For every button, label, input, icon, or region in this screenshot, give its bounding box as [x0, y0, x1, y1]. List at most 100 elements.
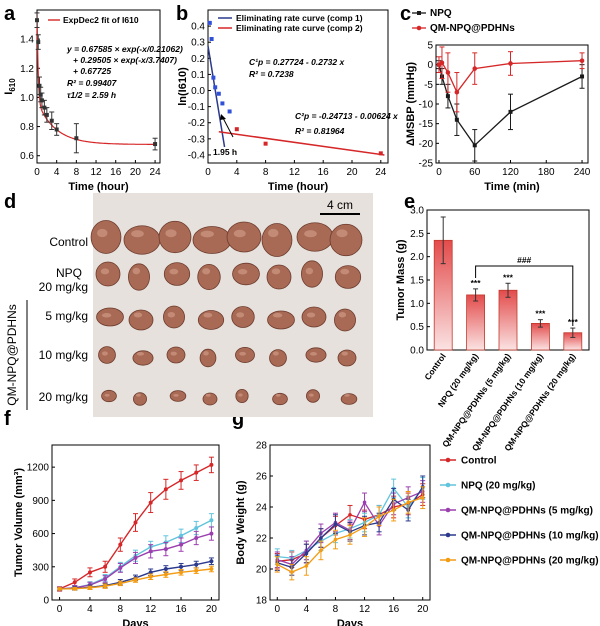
panel-a-eq-line1: y = 0.67585 × exp(-x/0.21062)	[66, 44, 183, 54]
panel-d-row-label-npq: NPQ	[56, 266, 82, 280]
panel-b-point	[227, 109, 232, 114]
panel-e-axes: 0.0 0.5 1.0 1.5 2.0 2.5 3.0 Tumor Mass (g) Contr…	[395, 206, 590, 453]
panel-b-xtick-label: 16	[318, 167, 330, 178]
panel-g-point	[319, 536, 323, 540]
panel-d-row-label-control: Control	[49, 235, 88, 249]
tumor-highlight	[200, 230, 214, 238]
tumor-highlight	[136, 352, 145, 356]
panel-a-point	[35, 18, 39, 23]
tumor-sample	[232, 262, 260, 286]
tumor-sample	[96, 307, 124, 327]
panel-f-point	[194, 536, 199, 540]
panel-b-point	[211, 75, 216, 80]
tumor-sample	[128, 263, 150, 291]
panel-e-bracket	[475, 265, 574, 326]
tumor-highlight	[170, 351, 177, 356]
panel-f-xtick-label: 16	[175, 604, 187, 615]
panel-f-point	[118, 581, 123, 586]
tumor-highlight	[336, 229, 348, 238]
panel-d-row-label-5: 5 mg/kg	[45, 309, 88, 323]
tumor-highlight	[338, 311, 347, 318]
panel-f-xlabel: Days	[122, 618, 148, 626]
tumor-sample	[123, 225, 161, 255]
panel-b-ytick-label: 0.0	[191, 86, 205, 97]
legend-marker-0	[445, 457, 451, 463]
panel-a-point	[38, 92, 43, 97]
panel-b-ytick-label: 0.3	[191, 38, 205, 49]
legend-marker-3	[445, 532, 451, 538]
tumor-highlight	[203, 312, 213, 318]
panel-c-xtick-label: 180	[538, 167, 555, 178]
panel-b-legend-label-1: Eliminating rate curve (comp 1)	[236, 13, 363, 23]
panel-f-point	[194, 526, 199, 531]
panel-b-legend-label-2: Eliminating rate curve (comp 2)	[236, 23, 363, 33]
panel-e-bracket-label: ###	[517, 255, 531, 265]
tumor-highlight	[306, 312, 316, 318]
panel-g-point	[304, 564, 309, 568]
panel-f-point	[72, 586, 77, 591]
panel-g-point	[377, 514, 381, 519]
panel-d-group-label: QM-NPQ@PDHNs	[5, 304, 19, 406]
tumor-sample	[95, 261, 121, 287]
legend-label-2: QM-NPQ@PDHNs (5 mg/kg)	[461, 506, 593, 517]
panel-g-frame	[269, 444, 431, 601]
panel-f-point	[87, 570, 92, 575]
panel-e-sig: ***	[503, 272, 514, 282]
panel-a-eq-line2: + 0.29505 × exp(-x/3.7407)	[73, 55, 177, 65]
panel-a-xtick-label: 4	[54, 167, 60, 178]
tumor-sample	[192, 226, 232, 254]
panel-c-xlabel: Time (min)	[484, 181, 540, 193]
panel-c-point	[454, 89, 460, 95]
panel-a-point	[153, 142, 158, 147]
panel-a-xlabel: Time (hour)	[68, 181, 129, 193]
panel-g-point	[391, 508, 396, 512]
tumor-sample	[98, 346, 116, 364]
panel-f-point	[87, 585, 92, 590]
panel-a-legend-label: ExpDec2 fit of I610	[63, 15, 139, 25]
panel-g-xtick-label: 4	[304, 604, 310, 615]
tumor-highlight	[104, 393, 110, 397]
panel-c-ytick-label: -25	[419, 159, 434, 170]
panel-d-row-label-20: 20 mg/kg	[39, 390, 88, 404]
panel-f-xtick-label: 4	[87, 604, 93, 615]
panel-b-xtick-label: 8	[263, 167, 269, 178]
panel-a-ytick-label: 0.6	[20, 151, 34, 162]
panel-c-ytick-label: 0	[427, 60, 433, 71]
panel-f-point	[133, 520, 138, 525]
tumor-sample	[231, 306, 255, 328]
tumor-sample	[301, 306, 327, 328]
panel-c-ytick-label: -10	[419, 100, 434, 111]
panel-g-point	[304, 551, 309, 556]
panel-g-xtick-label: 0	[274, 604, 280, 615]
panel-e-ytick-label: 2.0	[410, 252, 424, 263]
panel-c-ytick-label: 5	[427, 41, 433, 52]
tumor-highlight	[100, 268, 110, 275]
panel-a-point	[74, 136, 79, 141]
panel-d-row-label-10: 10 mg/kg	[39, 348, 88, 362]
panel-g-point	[420, 495, 425, 500]
panel-b-r2-1: R² = 0.7238	[249, 69, 294, 79]
tumor-highlight	[341, 351, 348, 356]
panel-a-point	[44, 112, 49, 117]
panel-g-point	[333, 522, 338, 526]
panel-f-xtick-label: 8	[118, 604, 124, 615]
panel-c-point	[454, 117, 459, 122]
panel-f-point	[179, 533, 184, 538]
legend-marker-4	[445, 557, 451, 563]
panel-b-ytick-label: -0.4	[188, 150, 206, 161]
panel-f-point	[103, 584, 108, 589]
tumor-sample	[266, 264, 292, 290]
panel-b-ylabel: ln(I610)	[177, 67, 189, 106]
panel-b-eq2: C²p = -0.24713 - 0.00624 x	[295, 111, 399, 121]
panel-g-ytick-label: 18	[256, 596, 268, 607]
tumor-sample	[296, 222, 334, 252]
panel-label-b: b	[176, 3, 188, 25]
panel-b-intersect-label: 1.95 h	[213, 147, 237, 157]
tumor-highlight	[169, 268, 179, 275]
panel-a-point	[36, 40, 41, 45]
panel-f-point	[179, 564, 184, 569]
panel-e-ylabel: Tumor Mass (g)	[395, 239, 407, 320]
panel-b-xtick-label: 12	[289, 167, 301, 178]
